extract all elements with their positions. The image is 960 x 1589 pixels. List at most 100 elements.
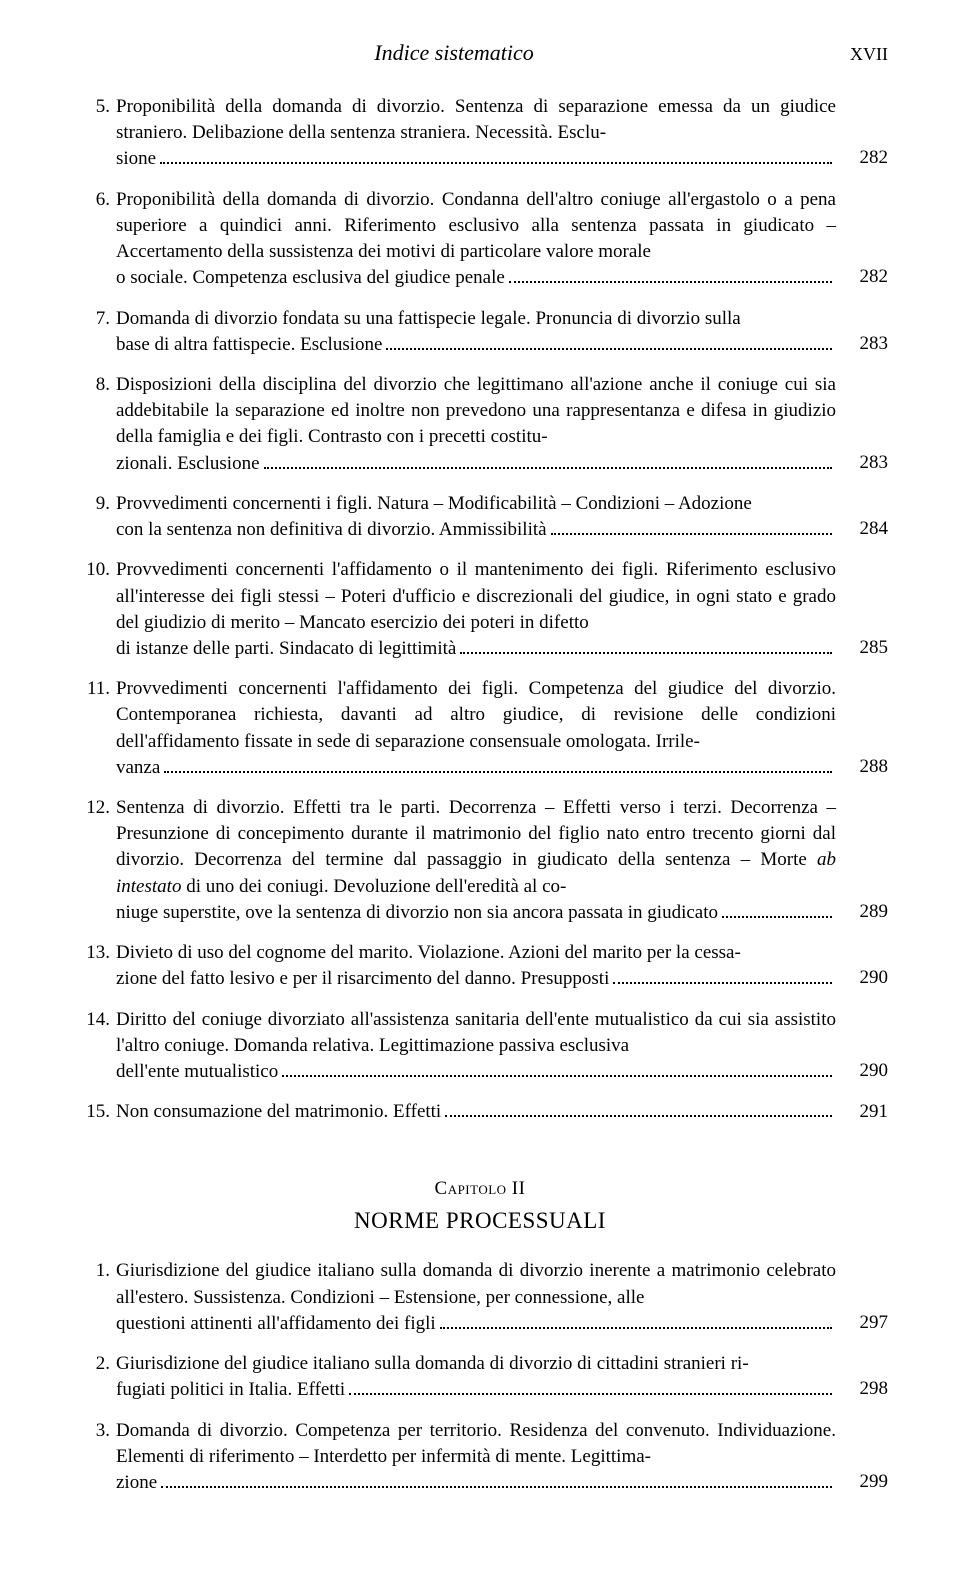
toc-entry-text-main: Disposizioni della disciplina del divorz… — [116, 374, 836, 447]
toc-leaders — [509, 266, 832, 283]
toc-entry-text-main: Diritto del coniuge divorziato all'assis… — [116, 1009, 836, 1056]
toc-entry-page: 288 — [836, 754, 888, 781]
toc-leaders — [386, 333, 832, 350]
page: Indice sistematico XVII 5.Proponibilità … — [0, 0, 960, 1550]
toc-entry-text-main: Domanda di divorzio fondata su una fatti… — [116, 308, 741, 329]
toc-entry-text: Provvedimenti concernenti l'affidamento … — [116, 557, 836, 662]
toc-entry-page: 282 — [836, 264, 888, 291]
toc-entry: 10.Provvedimenti concernenti l'affidamen… — [72, 557, 888, 662]
toc-entry: 8.Disposizioni della disciplina del divo… — [72, 372, 888, 477]
toc-leaders — [460, 637, 832, 654]
toc-entry: 3.Domanda di divorzio. Competenza per te… — [72, 1418, 888, 1497]
toc-entry-text-main: Domanda di divorzio. Competenza per terr… — [116, 1420, 836, 1467]
toc-entry: 13.Divieto di uso del cognome del marito… — [72, 940, 888, 992]
toc-entry-number: 10. — [72, 557, 116, 583]
toc-entry-text-last: di istanze delle parti. Sindacato di leg… — [116, 636, 456, 662]
toc-entry-number: 5. — [72, 94, 116, 120]
toc-entry-text: Diritto del coniuge divorziato all'assis… — [116, 1007, 836, 1086]
toc-entry-text-last: fugiati politici in Italia. Effetti — [116, 1377, 345, 1403]
toc-leaders — [160, 147, 832, 164]
chapter-label: Capitolo II — [72, 1178, 888, 1200]
toc-entry-text: Domanda di divorzio. Competenza per terr… — [116, 1418, 836, 1497]
toc-entry: 11.Provvedimenti concernenti l'affidamen… — [72, 676, 888, 781]
toc-entry-text-main: Proponibilità della domanda di divorzio.… — [116, 96, 836, 143]
toc-entry-text: Sentenza di divorzio. Effetti tra le par… — [116, 795, 836, 926]
toc-entry-text-main: Proponibilità della domanda di divorzio.… — [116, 189, 836, 262]
toc-entry-text: Provvedimenti concernenti i figli. Natur… — [116, 491, 836, 543]
toc-entry-page: 283 — [836, 450, 888, 477]
toc-entry-text-last: zionali. Esclusione — [116, 451, 260, 477]
running-head-page-number: XVII — [850, 44, 888, 65]
toc-entry-text: Giurisdizione del giudice italiano sulla… — [116, 1258, 836, 1337]
toc-entry-number: 8. — [72, 372, 116, 398]
toc-entry-text: Giurisdizione del giudice italiano sulla… — [116, 1351, 836, 1403]
toc-entry-text-last: zione — [116, 1470, 157, 1496]
chapter-title: NORME PROCESSUALI — [72, 1208, 888, 1234]
toc-entry: 1.Giurisdizione del giudice italiano sul… — [72, 1258, 888, 1337]
toc-entry-text-last: dell'ente mutualistico — [116, 1059, 278, 1085]
toc-entry-number: 2. — [72, 1351, 116, 1377]
toc-entry-text: Non consumazione del matrimonio. Effetti — [116, 1099, 836, 1125]
toc-leaders — [264, 451, 832, 468]
toc-entry: 12.Sentenza di divorzio. Effetti tra le … — [72, 795, 888, 926]
toc-entry-page: 298 — [836, 1376, 888, 1403]
toc-leaders — [164, 756, 832, 773]
toc-entry-text-last: base di altra fattispecie. Esclusione — [116, 332, 382, 358]
toc-leaders — [440, 1312, 832, 1329]
toc-entry-text-main: Giurisdizione del giudice italiano sulla… — [116, 1260, 836, 1307]
toc-entry-text: Domanda di divorzio fondata su una fatti… — [116, 306, 836, 358]
toc-entry-number: 3. — [72, 1418, 116, 1444]
toc-entry-text-main: Sentenza di divorzio. Effetti tra le par… — [116, 797, 836, 897]
toc-entry: 9.Provvedimenti concernenti i figli. Nat… — [72, 491, 888, 543]
toc-entry-text: Proponibilità della domanda di divorzio.… — [116, 94, 836, 173]
toc-entry-text: Disposizioni della disciplina del divorz… — [116, 372, 836, 477]
toc-entry-number: 15. — [72, 1099, 116, 1125]
toc-entry-number: 13. — [72, 940, 116, 966]
toc-entry: 7.Domanda di divorzio fondata su una fat… — [72, 306, 888, 358]
toc-entry-text-main: Giurisdizione del giudice italiano sulla… — [116, 1353, 749, 1374]
toc-leaders — [161, 1471, 832, 1488]
toc-entry-text-last: questioni attinenti all'affidamento dei … — [116, 1311, 436, 1337]
toc-entry-number: 7. — [72, 306, 116, 332]
toc-leaders — [349, 1378, 832, 1395]
toc-entry-page: 282 — [836, 145, 888, 172]
toc-entry-page: 291 — [836, 1099, 888, 1126]
toc-entry-page: 290 — [836, 1058, 888, 1085]
toc-entry: 6.Proponibilità della domanda di divorzi… — [72, 187, 888, 292]
chapter-heading: Capitolo II NORME PROCESSUALI — [72, 1178, 888, 1234]
toc-entry-text-last: con la sentenza non definitiva di divorz… — [116, 517, 547, 543]
toc-entry-text-last: zione del fatto lesivo e per il risarcim… — [116, 966, 609, 992]
toc-entry: 2.Giurisdizione del giudice italiano sul… — [72, 1351, 888, 1403]
toc-section-2: 1.Giurisdizione del giudice italiano sul… — [72, 1258, 888, 1496]
toc-entry-page: 290 — [836, 965, 888, 992]
toc-leaders — [445, 1100, 832, 1117]
toc-entry-number: 9. — [72, 491, 116, 517]
toc-entry-page: 283 — [836, 331, 888, 358]
toc-entry-page: 284 — [836, 516, 888, 543]
toc-leaders — [282, 1060, 832, 1077]
toc-entry-text-main: Divieto di uso del cognome del marito. V… — [116, 942, 741, 963]
toc-entry-number: 1. — [72, 1258, 116, 1284]
toc-entry: 15.Non consumazione del matrimonio. Effe… — [72, 1099, 888, 1126]
running-head: Indice sistematico XVII — [72, 40, 888, 66]
toc-leaders — [722, 901, 832, 918]
toc-leaders — [551, 518, 832, 535]
toc-entry-number: 12. — [72, 795, 116, 821]
toc-entry-text-main: Provvedimenti concernenti l'affidamento … — [116, 559, 836, 632]
toc-leaders — [613, 967, 832, 984]
toc-entry-number: 6. — [72, 187, 116, 213]
toc-entry-text-last: Non consumazione del matrimonio. Effetti — [116, 1099, 441, 1125]
toc-entry: 5.Proponibilità della domanda di divorzi… — [72, 94, 888, 173]
toc-entry-number: 14. — [72, 1007, 116, 1033]
toc-entry-page: 297 — [836, 1310, 888, 1337]
toc-entry-text-main: Provvedimenti concernenti i figli. Natur… — [116, 493, 752, 514]
toc-entry-number: 11. — [72, 676, 116, 702]
toc-entry-page: 285 — [836, 635, 888, 662]
toc-section-1: 5.Proponibilità della domanda di divorzi… — [72, 94, 888, 1126]
toc-entry-text: Divieto di uso del cognome del marito. V… — [116, 940, 836, 992]
toc-entry-text-last: niuge superstite, ove la sentenza di div… — [116, 900, 718, 926]
toc-entry: 14.Diritto del coniuge divorziato all'as… — [72, 1007, 888, 1086]
toc-entry-text-last: o sociale. Competenza esclusiva del giud… — [116, 265, 505, 291]
toc-entry-page: 299 — [836, 1469, 888, 1496]
toc-entry-text-main: Provvedimenti concernenti l'affidamento … — [116, 678, 836, 751]
